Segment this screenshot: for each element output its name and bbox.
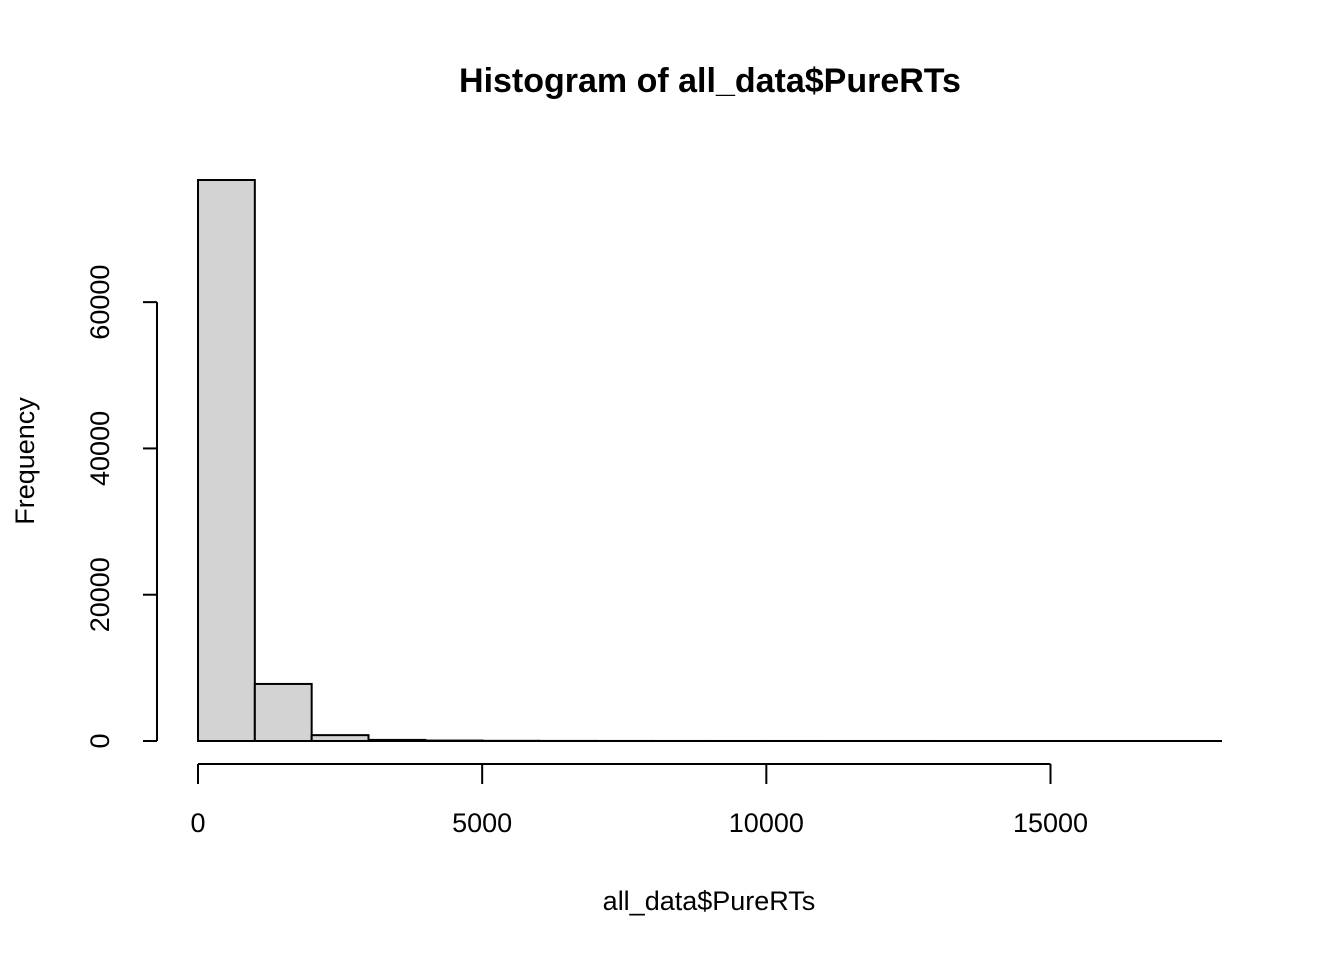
y-tick-label-1: 20000 [85,557,115,632]
y-tick-label-3: 60000 [85,265,115,340]
y-axis: 0 20000 40000 60000 [85,265,158,749]
histogram-bar-1 [253,682,313,743]
x-tick-label-0: 0 [190,808,205,838]
x-axis-label: all_data$PureRTs [603,886,816,916]
y-tick-label-0: 0 [85,733,115,748]
histogram-bar-0 [197,179,256,742]
y-tick-label-2: 40000 [85,411,115,486]
x-tick-label-1: 5000 [452,808,512,838]
chart-title: Histogram of all_data$PureRTs [459,62,961,100]
x-axis: 0 5000 10000 15000 [190,763,1088,838]
x-tick-label-2: 10000 [729,808,804,838]
y-axis-label: Frequency [10,397,40,525]
x-tick-label-3: 15000 [1013,808,1088,838]
bars-group [197,179,1222,743]
